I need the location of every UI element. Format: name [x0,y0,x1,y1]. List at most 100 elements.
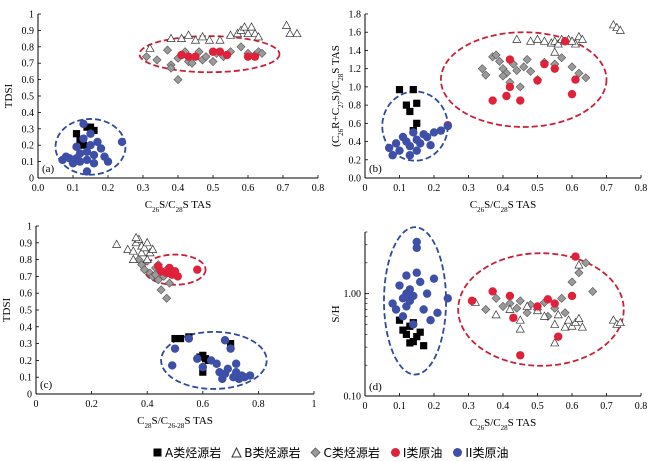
marker-i [533,302,542,311]
marker-ii [86,129,95,138]
marker-c [152,55,162,65]
y-tick-label: 0.7 [20,272,33,283]
marker-c [208,57,218,67]
x-tick-label: 0.4 [497,183,510,194]
marker-ii [405,141,415,151]
marker-c [581,73,591,83]
legend-label: C类烃源岩 [323,445,380,460]
marker-i [488,287,497,296]
x-axis-label: C26S/C28S TAS [470,199,536,214]
marker-ii [443,121,452,131]
marker-c [557,293,567,303]
marker-i [243,52,253,61]
marker-c [557,53,567,63]
marker-ii [419,305,428,314]
marker-ii [409,128,418,137]
marker-ii [220,336,230,345]
marker-b [577,322,587,331]
x-tick-label: 0.3 [137,183,150,194]
marker-c [495,56,505,66]
panel-label: (d) [369,381,382,393]
marker-i [193,265,202,274]
marker-b [515,315,525,324]
x-tick-label: 1 [312,399,317,410]
marker-ii [388,151,397,160]
marker-a [416,328,424,336]
marker-b [522,301,532,310]
legend-label: A类烃源岩 [165,445,222,460]
marker-ii [416,139,425,148]
x-axis-label: C28S/C26-28S TAS [137,415,213,430]
chart-panel-1: 0.0 0.1 0.2 0.3 0.4 0.5 0.6 0.7 0.8 0 0.1 0.2 0.3 0.4… [3,10,324,215]
marker-a [399,326,407,334]
marker-i [222,50,232,60]
marker-c [162,45,173,55]
marker-b [574,260,584,269]
marker-b [539,36,549,45]
marker-c [201,52,211,62]
marker-ii [398,312,408,321]
marker-a [395,316,404,324]
marker-i [516,96,525,105]
marker-ii [96,144,106,153]
marker-ii [117,137,127,147]
marker-ii [193,354,202,363]
y-tick-label: 0.8 [20,255,33,266]
marker-b [550,47,560,56]
x-axis-label: C26S/C28S TAS [145,199,211,214]
legend-item: II类原油 [452,444,508,461]
y-tick-label: 0.3 [20,339,33,350]
marker-b [550,319,560,328]
marker-a [413,99,421,107]
marker-b [139,242,150,252]
y-tick-label: 0.4 [349,137,362,148]
marker-ii [168,361,177,370]
y-tick-label: 1 [27,222,32,233]
y-tick-label: 0.2 [22,141,35,152]
marker-c [139,265,149,275]
marker-ii [409,291,418,301]
marker-c [567,62,577,72]
marker-b [281,20,292,29]
marker-ii [79,134,88,143]
marker-ii [429,128,439,137]
marker-c [141,52,152,62]
x-tick-label: 0.7 [600,183,613,194]
marker-i [173,272,182,281]
marker-ii [384,143,394,153]
marker-b [505,304,515,313]
marker-b [142,237,152,247]
y-tick-label: 0.1 [20,373,33,384]
legend-marker [310,446,322,458]
red-group-ellipse [440,31,608,128]
legend-item: B类烃源岩 [231,444,300,461]
legend-item: C类烃源岩 [310,444,380,461]
marker-ii [223,364,233,373]
marker-b [526,36,536,45]
marker-b [166,33,176,42]
x-tick-label: 0.6 [197,399,210,410]
marker-a [79,141,88,149]
marker-ii [422,132,432,142]
x-tick-label: 0.1 [393,183,406,194]
chart-panel-4: 0 0.1 0.2 0.3 0.4 0.5 0.6 0.7 0.8 0.10 1.00 (d) C26S… [330,226,648,432]
marker-i [191,52,200,61]
y-tick-label: 0.8 [22,42,35,53]
y-tick-label: 1.8 [349,10,362,21]
marker-c [512,65,522,76]
marker-c [491,50,501,60]
x-tick-label: 0.6 [566,183,579,194]
marker-b [553,39,563,48]
marker-ii [402,289,411,298]
y-tick-label: 0 [27,390,32,401]
marker-i [554,332,563,341]
y-tick-label: 0.4 [20,322,33,333]
legend-item: A类烃源岩 [152,444,221,461]
x-tick-label: 0.4 [497,401,510,412]
marker-c [477,64,487,74]
x-tick-label: 0 [363,401,368,412]
marker-c [526,66,536,76]
x-tick-label: 0.8 [635,401,648,412]
marker-ii [433,308,442,317]
